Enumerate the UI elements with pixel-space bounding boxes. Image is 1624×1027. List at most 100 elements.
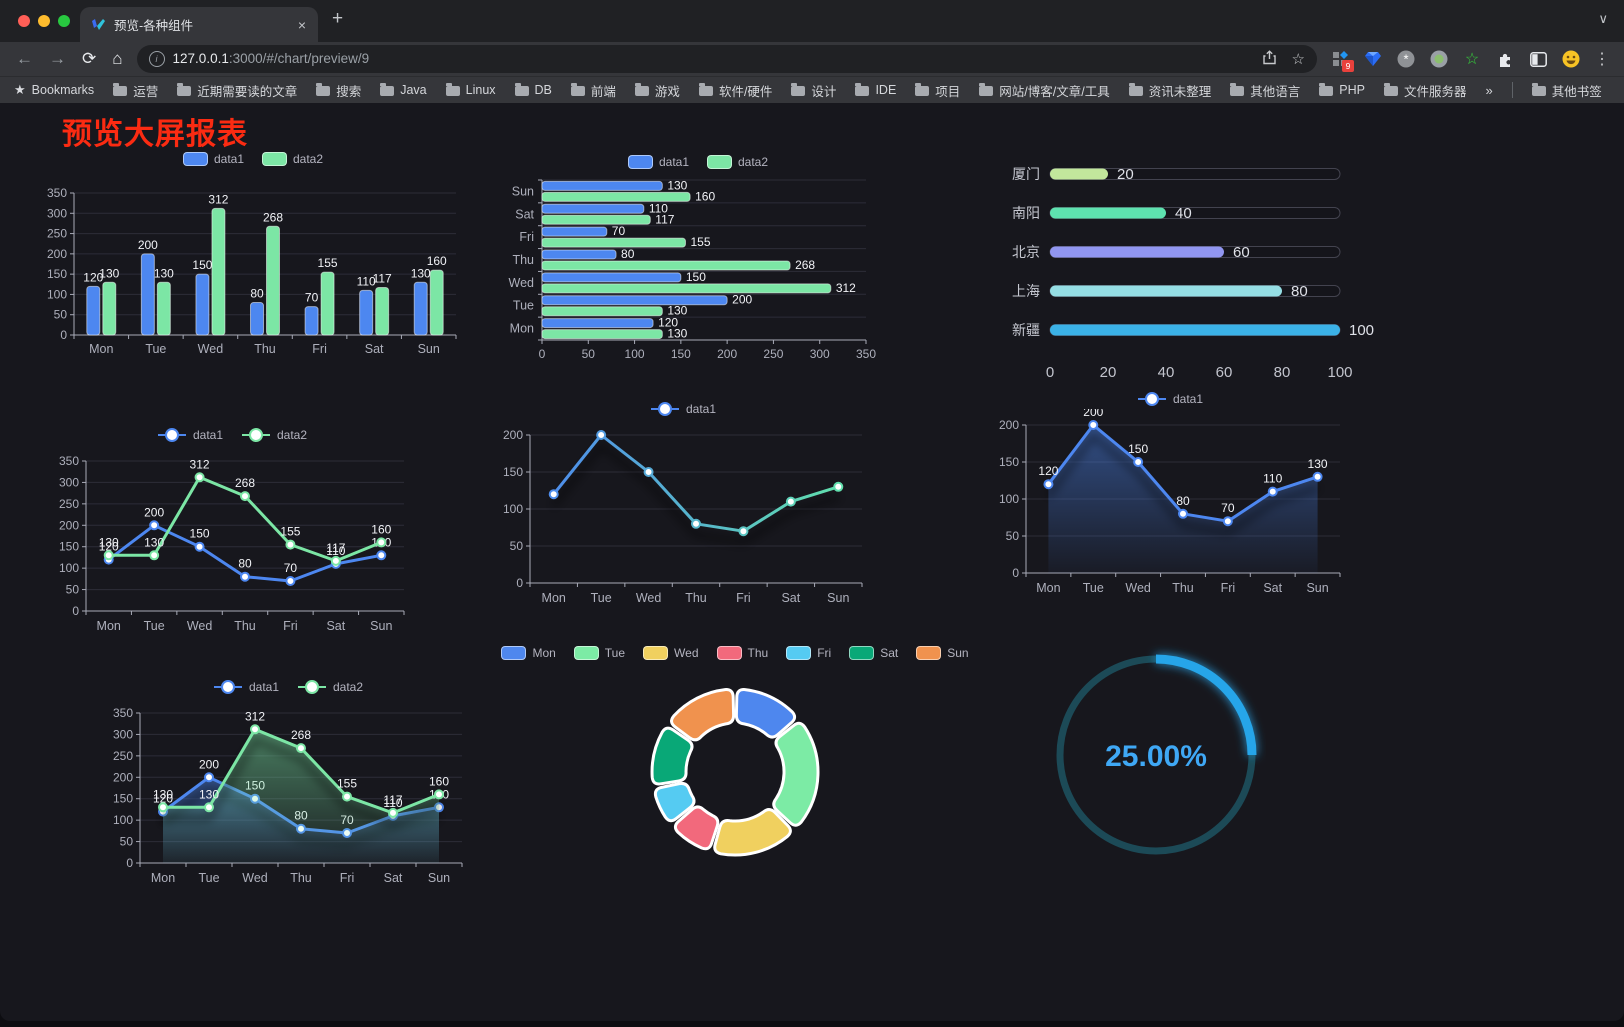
- legend-item[interactable]: data1: [650, 402, 716, 416]
- browser-tab[interactable]: 预览-各种组件 ×: [80, 7, 318, 42]
- bookmark-folder-item[interactable]: PHP: [1319, 83, 1365, 97]
- legend-item[interactable]: Thu: [716, 646, 768, 660]
- legend-item[interactable]: Mon: [501, 646, 556, 660]
- bookmark-folder-item[interactable]: DB: [514, 83, 552, 97]
- bookmarks-root-item[interactable]: ★ Bookmarks: [14, 82, 94, 98]
- legend-item[interactable]: Sat: [849, 646, 898, 660]
- svg-text:Tue: Tue: [591, 591, 612, 605]
- tab-search-chevron-icon[interactable]: ∨: [1598, 11, 1608, 26]
- close-window-icon[interactable]: [18, 15, 30, 27]
- chart-legend[interactable]: data1 data2: [500, 152, 896, 172]
- bookmark-label: 游戏: [654, 84, 680, 99]
- svg-text:350: 350: [47, 186, 67, 200]
- zoom-window-icon[interactable]: [58, 15, 70, 27]
- green-star-extension-icon[interactable]: ☆: [1464, 51, 1480, 68]
- legend-item[interactable]: data1: [1137, 392, 1203, 406]
- chart-legend[interactable]: Mon Tue Wed Thu Fri Sat Sun: [501, 643, 969, 663]
- donut-chart[interactable]: Mon Tue Wed Thu Fri Sat Sun: [501, 643, 969, 865]
- chart-legend[interactable]: data1: [488, 399, 878, 419]
- legend-item[interactable]: Sun: [916, 646, 969, 660]
- legend-item[interactable]: data2: [297, 680, 363, 694]
- bookmark-folder-item[interactable]: 游戏: [634, 81, 680, 100]
- legend-item[interactable]: data2: [241, 428, 307, 442]
- bookmark-folder-item[interactable]: 资讯未整理: [1128, 81, 1211, 100]
- chart-legend[interactable]: data1 data2: [44, 425, 420, 445]
- bookmarks-overflow-chevron[interactable]: »: [1485, 82, 1493, 98]
- grouped-bar-chart[interactable]: data1 data2 0 50 100 150 200 250 300 350 Mon Tue Wed…: [40, 149, 466, 361]
- chart-legend[interactable]: data1 data2: [40, 149, 466, 169]
- bookmark-folder-item[interactable]: 文件服务器: [1383, 81, 1467, 100]
- menu-icon[interactable]: ⋮: [1594, 51, 1610, 68]
- horizontal-bar-chart[interactable]: data1 data2 Sun Sat Fri Thu Wed Tue Mon 0 50 100 150…: [500, 152, 896, 366]
- emoji-extension-icon[interactable]: [1562, 50, 1580, 68]
- window-controls[interactable]: [18, 15, 70, 27]
- svg-text:25.00%: 25.00%: [1105, 740, 1207, 773]
- gem-extension-icon[interactable]: [1364, 50, 1382, 68]
- svg-text:155: 155: [337, 777, 357, 791]
- bookmark-folder-item[interactable]: 运营: [113, 81, 158, 100]
- asterisk-extension-icon[interactable]: *: [1397, 50, 1415, 68]
- legend-item[interactable]: data1: [157, 428, 223, 442]
- bookmark-folder-item[interactable]: 设计: [791, 81, 836, 100]
- address-bar[interactable]: i 127.0.0.1:3000/#/chart/preview/9 ☆: [136, 45, 1317, 73]
- home-icon[interactable]: ⌂: [112, 49, 123, 68]
- bookmark-label: 文件服务器: [1403, 84, 1467, 99]
- bookmark-folder-item[interactable]: 项目: [915, 81, 960, 100]
- svg-text:南阳: 南阳: [1012, 205, 1040, 221]
- dual-area-chart[interactable]: data1 data2 0 50 100 150 200 250 300 350 Mon Tue Wed…: [98, 677, 478, 891]
- minimize-window-icon[interactable]: [38, 15, 50, 27]
- legend-item[interactable]: Tue: [573, 646, 625, 660]
- svg-text:312: 312: [190, 457, 210, 471]
- bookmark-folder-item[interactable]: 近期需要读的文章: [177, 81, 297, 100]
- gauge-chart[interactable]: 25.00%: [1046, 643, 1266, 867]
- bookmark-folder-item[interactable]: Linux: [445, 83, 496, 97]
- reload-icon[interactable]: ⟳: [82, 49, 97, 68]
- bookmark-folder-item[interactable]: Java: [380, 83, 427, 97]
- bookmark-star-icon[interactable]: ☆: [1291, 51, 1305, 68]
- dual-line-chart[interactable]: data1 data2 0 50 100 150 200 250 300 350 Mon Tue Wed…: [44, 425, 420, 639]
- bookmark-label: 其他语言: [1250, 84, 1301, 99]
- svg-text:130: 130: [99, 535, 119, 549]
- svg-text:80: 80: [1176, 494, 1190, 508]
- svg-text:160: 160: [429, 774, 449, 788]
- new-tab-button[interactable]: +: [332, 8, 344, 29]
- grid-diamond-extension-icon[interactable]: 9: [1331, 50, 1354, 72]
- bookmark-folder-item[interactable]: IDE: [855, 83, 896, 97]
- legend-item[interactable]: Fri: [786, 646, 831, 660]
- svg-text:100: 100: [1349, 322, 1374, 339]
- site-info-icon[interactable]: i: [148, 51, 165, 67]
- green-dot-extension-icon[interactable]: [1430, 50, 1448, 68]
- legend-label: data1: [213, 152, 244, 166]
- back-icon[interactable]: ←: [16, 49, 33, 68]
- svg-text:100: 100: [59, 561, 79, 575]
- progress-bar-chart[interactable]: 厦门 20 南阳 40 北京 60 上海 80 新疆 100 0 20 40 60 80 100: [996, 159, 1392, 385]
- bookmark-folder-item[interactable]: 其他语言: [1230, 81, 1300, 100]
- sidebar-toggle-icon[interactable]: [1529, 50, 1547, 68]
- close-tab-icon[interactable]: ×: [297, 16, 306, 33]
- svg-text:*: *: [1403, 52, 1408, 67]
- bookmark-folder-item[interactable]: 网站/博客/文章/工具: [979, 81, 1110, 100]
- gradient-line-chart[interactable]: data1 0 50 100 150 200 Mon Tue Wed Thu Fri Sat Sun: [488, 399, 878, 611]
- svg-text:70: 70: [612, 224, 626, 238]
- bookmark-folder-item[interactable]: 前端: [570, 81, 616, 100]
- area-line-chart[interactable]: data1 0 50 100 150 200 Mon Tue Wed Thu Fri Sat Sun 12…: [984, 389, 1356, 601]
- legend-item[interactable]: data2: [707, 155, 768, 169]
- bookmark-folder-item[interactable]: 软件/硬件: [698, 81, 772, 100]
- chart-legend[interactable]: data1: [984, 389, 1356, 409]
- puzzle-extension-icon[interactable]: [1496, 50, 1514, 68]
- legend-item[interactable]: data1: [182, 152, 244, 166]
- legend-item[interactable]: Wed: [643, 646, 699, 660]
- svg-text:200: 200: [503, 428, 523, 442]
- share-icon[interactable]: [1262, 49, 1276, 69]
- bookmark-folder-item[interactable]: 搜索: [316, 81, 361, 100]
- chart-legend[interactable]: data1 data2: [98, 677, 478, 697]
- legend-item[interactable]: data2: [262, 152, 323, 166]
- svg-text:上海: 上海: [1012, 283, 1040, 299]
- svg-text:80: 80: [1291, 283, 1308, 300]
- legend-item[interactable]: data1: [627, 155, 689, 169]
- legend-marker: [786, 646, 812, 660]
- other-bookmarks-item[interactable]: 其他书签: [1531, 81, 1602, 100]
- forward-icon[interactable]: →: [49, 49, 66, 68]
- svg-text:Sun: Sun: [1306, 581, 1328, 595]
- legend-item[interactable]: data1: [213, 680, 279, 694]
